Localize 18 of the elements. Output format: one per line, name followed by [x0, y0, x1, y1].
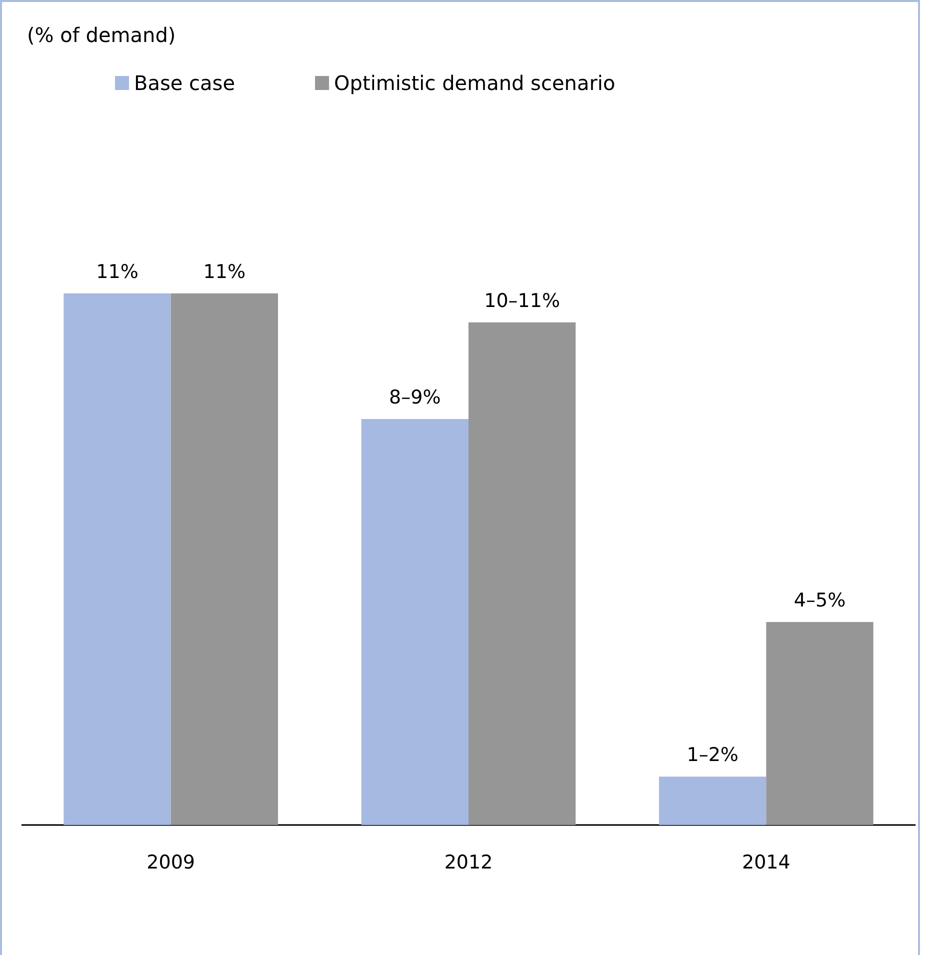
data-label: 1–2% — [686, 744, 738, 766]
data-label: 11% — [96, 260, 138, 283]
bar — [468, 322, 576, 825]
legend-label: Optimistic demand scenario — [334, 71, 616, 95]
data-label: 10–11% — [484, 290, 560, 312]
legend-label: Base case — [134, 71, 236, 95]
data-label: 8–9% — [389, 386, 441, 408]
bar — [766, 622, 874, 825]
bar — [64, 293, 171, 825]
x-tick-label: 2014 — [742, 852, 790, 874]
x-tick-label: 2009 — [146, 852, 196, 874]
x-tick-label: 2012 — [444, 852, 493, 874]
data-label: 11% — [203, 260, 246, 283]
bar — [170, 293, 278, 825]
chart-title: (% of demand) — [27, 23, 176, 47]
bar — [659, 776, 766, 825]
data-label: 4–5% — [794, 590, 846, 612]
bar — [361, 419, 468, 825]
